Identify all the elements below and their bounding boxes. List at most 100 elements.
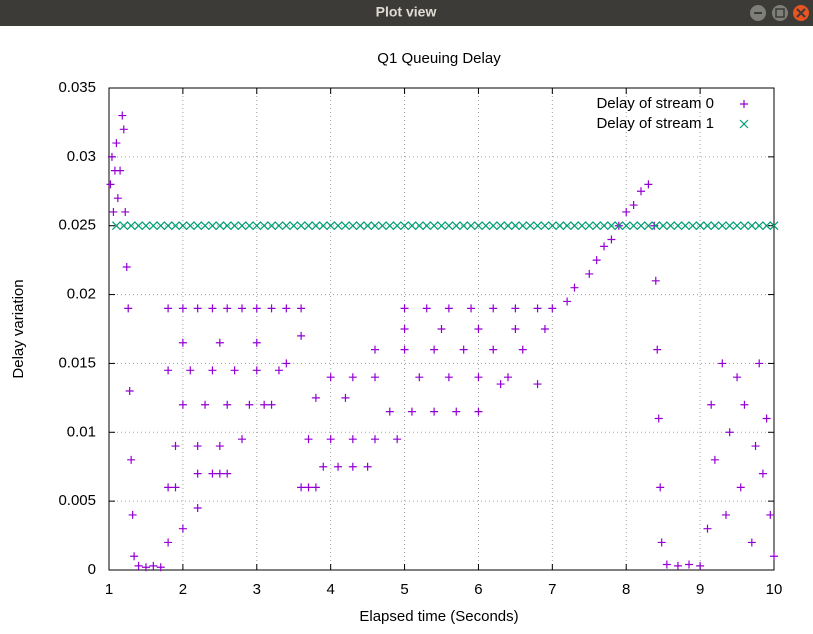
data-point <box>769 221 779 231</box>
close-button[interactable] <box>793 5 809 21</box>
data-point <box>662 560 671 569</box>
data-point <box>126 221 136 231</box>
data-point <box>599 221 609 231</box>
data-point <box>326 435 335 444</box>
data-point <box>585 269 594 278</box>
data-point <box>622 207 631 216</box>
data-point <box>178 304 187 313</box>
y-tick-label: 0.03 <box>67 148 96 165</box>
data-point <box>400 304 409 313</box>
data-point <box>451 221 461 231</box>
data-point <box>540 221 550 231</box>
legend-marker <box>739 119 749 129</box>
data-point <box>503 221 513 231</box>
data-point <box>304 221 313 231</box>
data-point <box>281 221 291 231</box>
data-point <box>474 373 483 382</box>
data-point <box>215 442 224 451</box>
data-point <box>666 221 675 231</box>
data-point <box>751 442 760 451</box>
data-point <box>710 455 719 464</box>
data-point <box>371 373 379 382</box>
data-point <box>762 414 771 423</box>
data-point <box>111 221 121 231</box>
data-point <box>134 221 143 231</box>
data-point <box>282 304 291 313</box>
data-point <box>260 400 269 409</box>
data-point <box>297 304 306 313</box>
data-point <box>178 400 187 409</box>
data-point <box>186 366 195 375</box>
x-tick-label: 7 <box>548 581 556 598</box>
data-point <box>289 221 299 231</box>
x-tick-label: 6 <box>474 581 482 598</box>
data-point <box>116 166 125 175</box>
data-point <box>252 338 261 347</box>
data-point <box>654 414 663 423</box>
data-point <box>430 345 439 354</box>
data-point <box>348 435 357 444</box>
legend-marker <box>740 100 748 108</box>
data-point <box>770 552 778 561</box>
legend-label: Delay of stream 0 <box>596 95 714 112</box>
x-tick-label: 8 <box>622 581 630 598</box>
data-point <box>607 235 616 244</box>
data-point <box>444 304 453 313</box>
data-point <box>562 221 572 231</box>
data-point <box>740 400 749 409</box>
maximize-button[interactable] <box>772 5 788 21</box>
data-point <box>747 538 756 547</box>
data-point <box>570 221 579 231</box>
data-point <box>326 221 336 231</box>
data-point <box>658 221 668 231</box>
data-point <box>444 373 453 382</box>
data-point <box>193 469 202 478</box>
data-point <box>592 256 601 265</box>
data-point <box>673 561 682 570</box>
y-tick-label: 0.015 <box>58 354 96 371</box>
data-point <box>629 221 639 231</box>
data-point <box>304 483 313 492</box>
y-tick-label: 0.005 <box>58 492 96 509</box>
data-point <box>113 194 122 203</box>
data-point <box>319 462 328 471</box>
data-point <box>385 407 394 416</box>
data-point <box>414 221 424 231</box>
data-point <box>437 325 446 333</box>
data-point <box>415 373 424 382</box>
data-point <box>474 325 483 333</box>
data-point <box>733 373 742 382</box>
data-point <box>237 221 247 231</box>
data-point <box>311 483 320 492</box>
data-point <box>230 366 239 375</box>
data-point <box>334 462 343 471</box>
data-point <box>570 283 579 292</box>
x-tick-label: 9 <box>696 581 704 598</box>
data-point <box>703 524 712 533</box>
data-point <box>201 400 210 409</box>
data-point <box>267 304 276 313</box>
data-point <box>193 504 202 513</box>
y-tick-label: 0.035 <box>58 79 96 96</box>
data-point <box>141 563 150 572</box>
data-point <box>304 435 313 444</box>
data-point <box>267 221 276 231</box>
data-point <box>106 180 115 189</box>
data-point <box>125 386 134 395</box>
data-point <box>717 221 727 231</box>
window-title: Plot view <box>376 4 437 20</box>
data-point <box>621 221 631 231</box>
data-point <box>230 221 240 231</box>
data-point <box>400 345 409 354</box>
data-point <box>128 510 137 519</box>
minimize-button[interactable] <box>750 5 766 21</box>
chart-title: Q1 Queuing Delay <box>377 50 501 67</box>
y-tick-label: 0.025 <box>58 217 96 234</box>
data-point <box>311 221 321 231</box>
x-axis-label: Elapsed time (Seconds) <box>359 608 518 625</box>
data-point <box>614 221 624 231</box>
data-point <box>222 221 232 231</box>
data-point <box>141 221 151 231</box>
data-point <box>164 304 173 313</box>
data-point <box>650 221 659 230</box>
